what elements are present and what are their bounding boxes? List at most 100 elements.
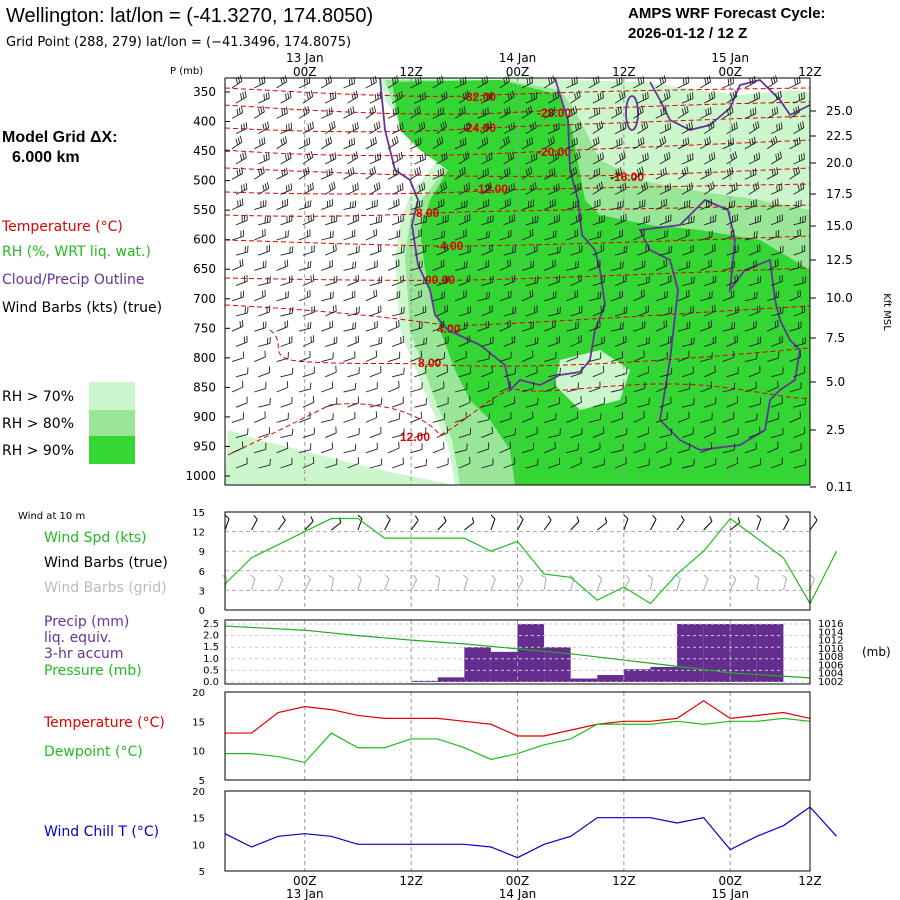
wind-barb-shaft [544,112,556,119]
wind-barb [677,411,690,423]
wind-barb-shaft [588,173,600,180]
wind-barb-shaft [770,157,782,165]
wind-barb-flag [504,200,507,207]
wind-barb-flag [599,230,602,238]
wind-barb-flag [508,291,510,298]
wind-barb-flag [755,320,757,328]
wind-barb-flag [312,213,315,220]
wind-barb-shaft [436,220,449,226]
wind-barb-flag [734,336,736,343]
wind-barb-grid-shaft [384,578,390,591]
wind-barb-flag [352,215,355,223]
wind-barb-flag [796,138,799,145]
wind-barb [544,412,557,423]
wind-barb-shaft [302,433,315,439]
wind-barb [365,166,377,180]
wind-barb-flag [354,443,357,451]
wind-barb-flag [425,458,428,466]
wind-barb-flag [421,122,424,130]
wind-barb-flag [266,337,269,345]
wind-barb [503,122,515,135]
wind-barb-shaft [477,113,489,119]
wind-barb-flag [423,182,426,189]
wind-barb [592,214,605,226]
wind-barb [570,274,582,287]
wind-barb-shaft [477,266,489,271]
wind-barb [704,214,717,226]
wind-barb-shaft [771,128,783,135]
wind-barb-shaft [637,372,649,378]
wind-barb [280,122,293,135]
wind-barb-flag [374,136,377,144]
wind-barb-flag [354,123,357,130]
wind-barb-flag [774,260,777,267]
wind-barb-flag [800,442,802,450]
wind-barb-shaft [767,235,779,241]
wind-barb-flag [803,152,805,160]
wind-barb-shaft [704,342,716,347]
wind-barb [771,335,783,347]
wind-barb [525,244,538,256]
wind-barb-flag [510,123,513,130]
wind-barb-flag [354,351,356,358]
wind-barb [432,230,446,241]
wind-barb [633,166,644,180]
wind-barb [614,122,627,135]
wind-barb-flag [514,396,516,403]
wind-barb-flag [247,428,249,435]
wind-barb-flag [798,200,800,207]
wind-barb-flag [799,289,801,297]
isotherms [224,87,811,456]
wind-barb-flag [759,275,762,283]
wind-barb-flag [616,79,618,86]
wind-barb-shaft [276,447,288,454]
wind-barb-flag [396,154,399,161]
wind-barb-flag [374,321,376,329]
wind-barb-flag [461,168,464,175]
wind-barb [771,428,784,439]
wind-barb-flag [446,304,449,312]
wind-barb-flag [708,231,711,238]
wind-barb-flag [302,108,306,115]
wind-barb-flag [460,139,462,147]
wind-barb [744,320,757,332]
wind-barb-shaft [410,82,422,89]
wind-barb-flag [307,184,310,192]
wind-barb-flag [443,291,446,298]
wind-barb-flag [530,123,533,131]
wind-barb-shaft [302,251,315,256]
wind-barb-grid-flag [541,574,547,579]
wind-barb-flag [663,321,665,328]
wind-barb-shaft [570,188,582,195]
wind-barb-flag [554,259,556,266]
wind-barb-shaft [410,356,422,363]
wind-barb-shaft [677,205,690,211]
wind-barb-grid-flag [732,574,737,580]
wind-barb-flag [269,276,271,283]
wind-barb-flag [662,168,665,175]
wind-barb-flag [531,350,534,357]
wind-barb [566,321,579,332]
wind-barb [347,457,360,469]
wind-barb-flag [578,214,580,222]
wind-barb-grid-flag [434,574,441,579]
wind-barb-flag [310,321,312,329]
wind-barb-flag [525,169,529,176]
wind-barb-shaft [525,158,538,165]
wind-barb-flag [693,337,695,344]
wind-barb-flag [648,458,650,465]
wind-barb [499,167,511,180]
wind-barb-flag [373,290,375,298]
wind-barb-flag [598,216,600,223]
wind-barb-flag [661,137,665,144]
wind-barb [343,290,356,302]
precip-bar [623,669,651,682]
wind-barb-shaft [280,312,293,317]
wind-barb-flag [597,75,600,83]
wind-barb-flag [445,152,448,159]
wind-barb-flag [625,274,627,282]
wind-barb-shaft [254,205,266,211]
wind-barb-flag [693,276,695,283]
wind-barb-flag [397,124,399,131]
